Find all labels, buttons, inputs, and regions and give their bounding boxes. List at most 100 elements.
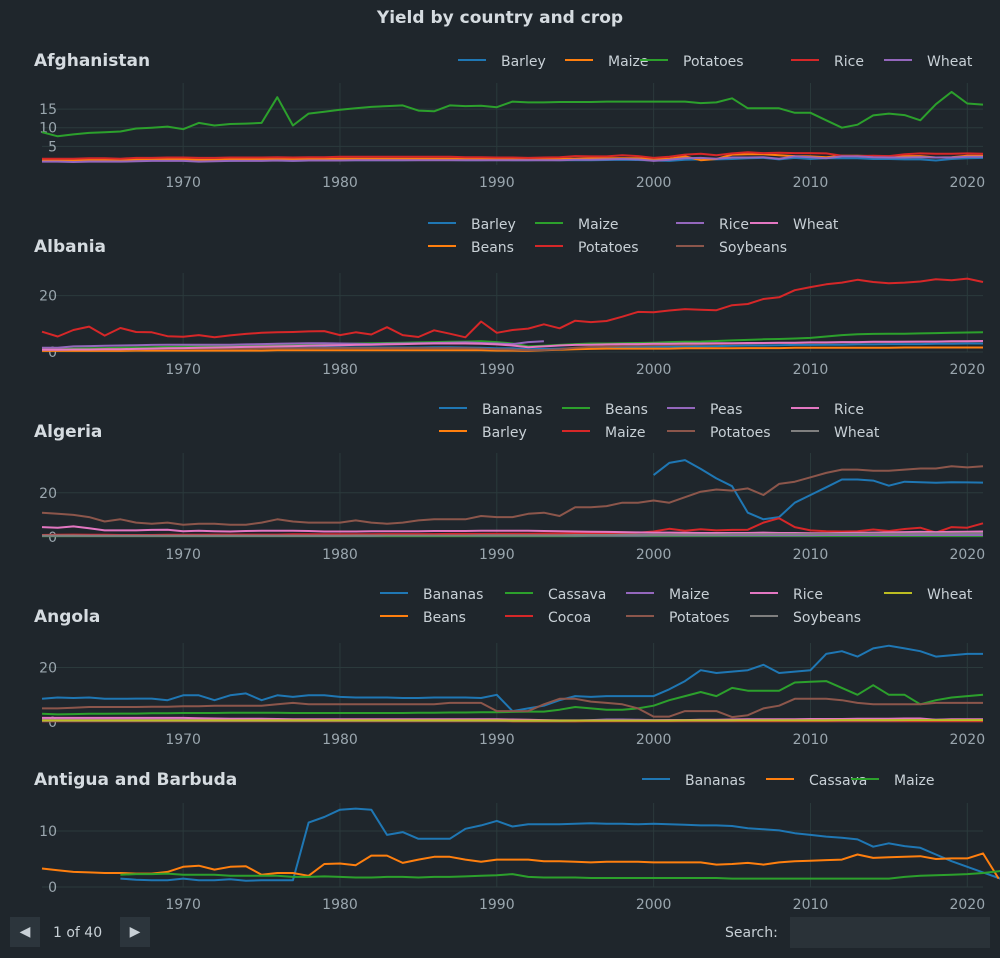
- x-tick-label: 1980: [322, 897, 358, 913]
- legend-label: Potatoes: [683, 54, 744, 70]
- legend-item-rice: Rice: [750, 587, 823, 603]
- y-tick-label: 0: [48, 715, 57, 731]
- legend-item-wheat: Wheat: [884, 54, 973, 70]
- legend-label: Maize: [608, 54, 649, 70]
- series-line-cassava: [41, 852, 1000, 880]
- legend-item-barley: Barley: [428, 217, 516, 233]
- triangle-right-icon: ▶: [129, 924, 141, 940]
- legend-label: Potatoes: [669, 610, 730, 626]
- y-tick-label: 15: [39, 102, 57, 118]
- x-tick-label: 1980: [322, 732, 358, 748]
- grid-lines: [42, 273, 983, 353]
- x-tick-label: 2010: [793, 362, 829, 378]
- x-tick-label: 2000: [636, 547, 672, 563]
- x-tick-label: 2000: [636, 175, 672, 191]
- chart-title: Yield by country and crop: [376, 8, 624, 28]
- legend-item-potatoes: Potatoes: [626, 610, 730, 626]
- legend-label: Bananas: [482, 402, 542, 418]
- y-tick-label: 20: [39, 289, 57, 305]
- legend-item-maize: Maize: [565, 54, 649, 70]
- legend-label: Maize: [669, 587, 710, 603]
- series-line-wheat: [42, 155, 983, 163]
- legend-label: Barley: [471, 217, 516, 233]
- page-indicator: 1 of 40: [53, 925, 103, 941]
- x-tick-label: 2000: [636, 732, 672, 748]
- legend-item-rice: Rice: [676, 217, 749, 233]
- legend-item-bananas: Bananas: [642, 773, 745, 789]
- x-tick-label: 2010: [793, 175, 829, 191]
- legend-item-maize: Maize: [626, 587, 710, 603]
- x-tick-label: 2000: [636, 362, 672, 378]
- x-tick-label: 1990: [479, 897, 515, 913]
- y-tick-label: 10: [39, 824, 57, 840]
- legend-label: Maize: [605, 425, 646, 441]
- x-tick-label: 1990: [479, 362, 515, 378]
- panel-title: Angola: [34, 607, 100, 627]
- legend-item-beans: Beans: [380, 610, 466, 626]
- x-tick-label: 2010: [793, 547, 829, 563]
- x-tick-label: 1980: [322, 547, 358, 563]
- legend-label: Bananas: [685, 773, 745, 789]
- legend-item-bananas: Bananas: [439, 402, 542, 418]
- next-page-button[interactable]: ▶: [120, 917, 150, 947]
- panel-title: Afghanistan: [34, 51, 150, 71]
- x-tick-label: 1970: [165, 362, 201, 378]
- search-input[interactable]: [790, 917, 990, 948]
- series-line-bananas: [120, 807, 1000, 882]
- x-tick-label: 2020: [949, 897, 985, 913]
- legend-label: Peas: [710, 402, 742, 418]
- series-line-potatoes: [41, 465, 984, 526]
- series-line-potatoes: [42, 697, 983, 719]
- panel-algeria: Algeria 1970 1980 1990 2000 2010 2020 0 20 Banana…: [34, 402, 985, 563]
- prev-page-button[interactable]: ◀: [10, 917, 40, 947]
- x-tick-label: 1990: [479, 175, 515, 191]
- legend-label: Barley: [501, 54, 546, 70]
- legend-label: Cassava: [809, 773, 867, 789]
- legend-label: Rice: [834, 54, 864, 70]
- legend-label: Maize: [578, 217, 619, 233]
- legend-item-peas: Peas: [667, 402, 742, 418]
- legend-item-cocoa: Cocoa: [505, 610, 591, 626]
- legend-label: Beans: [605, 402, 648, 418]
- legend-label: Cassava: [548, 587, 606, 603]
- legend-item-soybeans: Soybeans: [676, 240, 787, 256]
- legend-item-potatoes: Potatoes: [640, 54, 744, 70]
- legend-label: Wheat: [793, 217, 839, 233]
- legend-item-potatoes: Potatoes: [535, 240, 639, 256]
- legend-label: Soybeans: [719, 240, 787, 256]
- legend-item-maize: Maize: [562, 425, 646, 441]
- x-tick-label: 1970: [165, 732, 201, 748]
- x-tick-label: 2020: [949, 547, 985, 563]
- legend-label: Wheat: [927, 54, 973, 70]
- legend-label: Barley: [482, 425, 527, 441]
- series-line-bananas: [652, 459, 984, 521]
- legend-label: Cocoa: [548, 610, 591, 626]
- panel-title: Albania: [34, 237, 106, 257]
- legend-item-cassava: Cassava: [766, 773, 867, 789]
- legend-item-beans: Beans: [428, 240, 514, 256]
- footer-bar: ◀ 1 of 40 ▶ Search:: [0, 915, 1000, 951]
- legend-item-potatoes: Potatoes: [667, 425, 771, 441]
- legend-label: Wheat: [927, 587, 973, 603]
- y-tick-label: 5: [48, 139, 57, 155]
- legend-item-barley: Barley: [439, 425, 527, 441]
- y-tick-label: 20: [39, 486, 57, 502]
- series-line-rice: [42, 716, 983, 722]
- legend-item-wheat: Wheat: [791, 425, 880, 441]
- y-tick-label: 0: [48, 345, 57, 361]
- legend-item-cassava: Cassava: [505, 587, 606, 603]
- series-line-wheat: [42, 719, 983, 722]
- legend-item-barley: Barley: [458, 54, 546, 70]
- x-tick-label: 2000: [636, 897, 672, 913]
- panel-antigua-and-barbuda: Antigua and Barbuda 1970 1980 1990 2000 2010 2…: [34, 770, 1000, 913]
- legend-label: Rice: [834, 402, 864, 418]
- x-tick-label: 1980: [322, 362, 358, 378]
- x-tick-label: 1970: [165, 175, 201, 191]
- x-tick-label: 2020: [949, 732, 985, 748]
- panel-albania: Albania 1970 1980 1990 2000 2010 2020 0 20 Barley…: [34, 217, 985, 378]
- legend-label: Rice: [719, 217, 749, 233]
- legend-item-beans: Beans: [562, 402, 648, 418]
- search-label: Search:: [725, 925, 778, 941]
- x-tick-label: 2010: [793, 732, 829, 748]
